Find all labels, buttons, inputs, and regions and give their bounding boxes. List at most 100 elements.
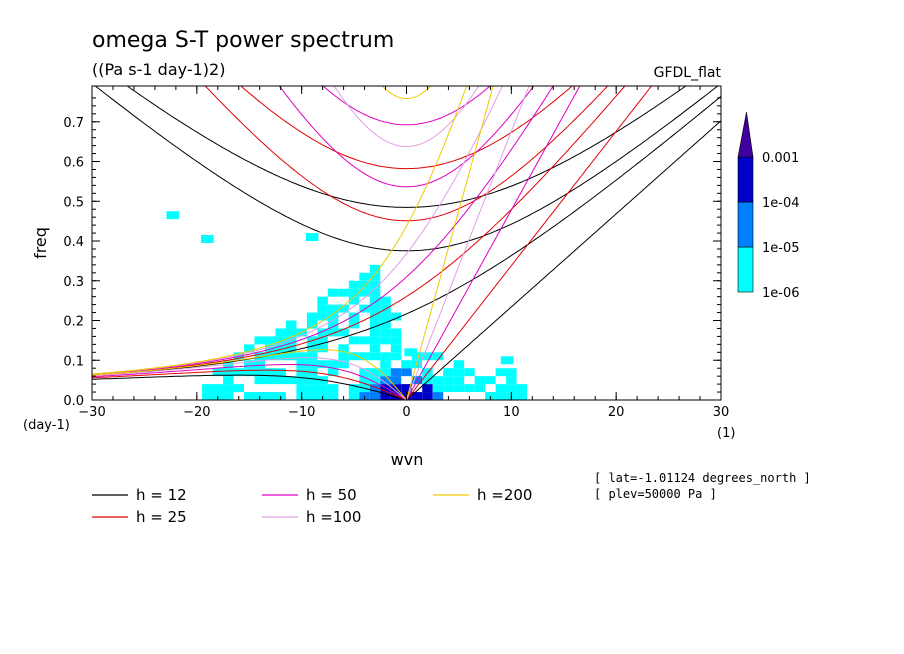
power-cell: [390, 352, 402, 361]
power-cell: [338, 304, 349, 313]
dispersion-curve: [333, 86, 480, 148]
power-cell: [223, 376, 234, 385]
power-cell: [411, 392, 423, 400]
power-cell: [317, 328, 328, 337]
power-cell: [390, 328, 402, 337]
power-cell: [254, 376, 265, 385]
power-cell: [233, 368, 245, 377]
power-cell: [244, 392, 255, 400]
power-cell: [401, 360, 412, 369]
power-cell: [254, 352, 265, 361]
power-cell: [348, 312, 360, 321]
chart-subtitle: ((Pa s-1 day-1)2): [92, 60, 225, 79]
power-cell: [506, 376, 517, 385]
power-cell: [338, 352, 349, 361]
power-cell: [369, 272, 381, 281]
power-cell: [317, 304, 328, 313]
power-cell: [327, 392, 339, 400]
power-cell: [285, 328, 297, 337]
power-cell: [264, 336, 276, 345]
power-cell: [359, 376, 370, 385]
dispersion-curve: [240, 86, 573, 170]
power-cell: [264, 352, 276, 361]
power-cell: [275, 368, 286, 377]
power-cell: [306, 352, 318, 361]
power-cell: [369, 384, 381, 393]
power-cell: [516, 384, 528, 393]
power-cell: [327, 328, 339, 337]
colorbar-label: 1e-04: [762, 196, 800, 211]
power-cell: [380, 328, 391, 337]
power-cell: [348, 384, 360, 393]
power-cell: [275, 336, 286, 345]
power-cell: [348, 296, 360, 305]
power-cell: [306, 320, 318, 329]
dataset-label: GFDL_flat: [654, 65, 722, 81]
power-cell: [359, 352, 370, 361]
power-cell: [233, 384, 245, 393]
power-cell: [411, 360, 423, 369]
power-cell: [369, 320, 381, 329]
power-cell: [327, 360, 339, 369]
power-cell: [443, 376, 454, 385]
power-cell: [285, 376, 297, 385]
power-cell: [275, 328, 286, 337]
power-cell: [380, 320, 391, 329]
power-cell: [432, 376, 444, 385]
colorbar-label: 0.001: [762, 151, 799, 166]
dispersion-curve: [92, 357, 407, 400]
power-cell: [317, 336, 328, 345]
dispersion-curve: [94, 86, 719, 252]
power-cell: [359, 272, 370, 281]
power-cell: [453, 384, 465, 393]
power-cell: [338, 344, 349, 353]
legend: h = 12 h = 25 h = 50 h =100 h =200: [92, 486, 532, 526]
power-cell: [244, 360, 255, 369]
power-cell: [264, 368, 276, 377]
power-cell: [495, 384, 507, 393]
chart-title: omega S-T power spectrum: [92, 28, 394, 53]
power-cell: [212, 368, 224, 377]
power-cell: [453, 360, 465, 369]
dispersion-curve: [406, 86, 653, 400]
power-cell: [327, 320, 339, 329]
power-cell: [166, 211, 180, 220]
power-cell: [306, 392, 318, 400]
power-cell: [285, 352, 297, 361]
power-cell: [327, 312, 339, 321]
power-cell: [201, 235, 214, 243]
y-tick-label: 0.5: [63, 195, 84, 210]
power-cell: [244, 344, 255, 353]
x-unit-label: (1): [717, 426, 735, 441]
power-cell: [369, 352, 381, 361]
power-cell: [369, 312, 381, 321]
x-tick-label: −20: [183, 405, 210, 420]
colorbar-label: 1e-06: [762, 286, 800, 301]
dispersion-curve: [92, 86, 554, 376]
power-cell: [306, 376, 318, 385]
power-cell: [359, 336, 370, 345]
dispersion-curve: [406, 86, 581, 400]
power-cell: [275, 352, 286, 361]
power-cell: [464, 384, 475, 393]
power-cell: [443, 368, 454, 377]
power-cell: [327, 384, 339, 393]
power-cell: [474, 376, 486, 385]
power-cell: [495, 392, 507, 400]
power-cell: [390, 344, 402, 353]
legend-label: h = 50: [306, 486, 357, 504]
power-cell: [338, 288, 349, 297]
dispersion-curve: [92, 374, 407, 400]
power-cell: [369, 264, 381, 273]
power-cell: [401, 384, 412, 393]
power-cell: [506, 368, 517, 377]
power-cell: [275, 376, 286, 385]
power-cell: [422, 376, 433, 385]
power-cell: [422, 352, 433, 361]
y-tick-label: 0.0: [63, 394, 84, 409]
dispersion-curve: [406, 86, 494, 400]
power-cell: [359, 304, 370, 313]
y-tick-label: 0.7: [63, 116, 84, 131]
legend-label: h =200: [477, 486, 532, 504]
power-cell: [348, 352, 360, 361]
